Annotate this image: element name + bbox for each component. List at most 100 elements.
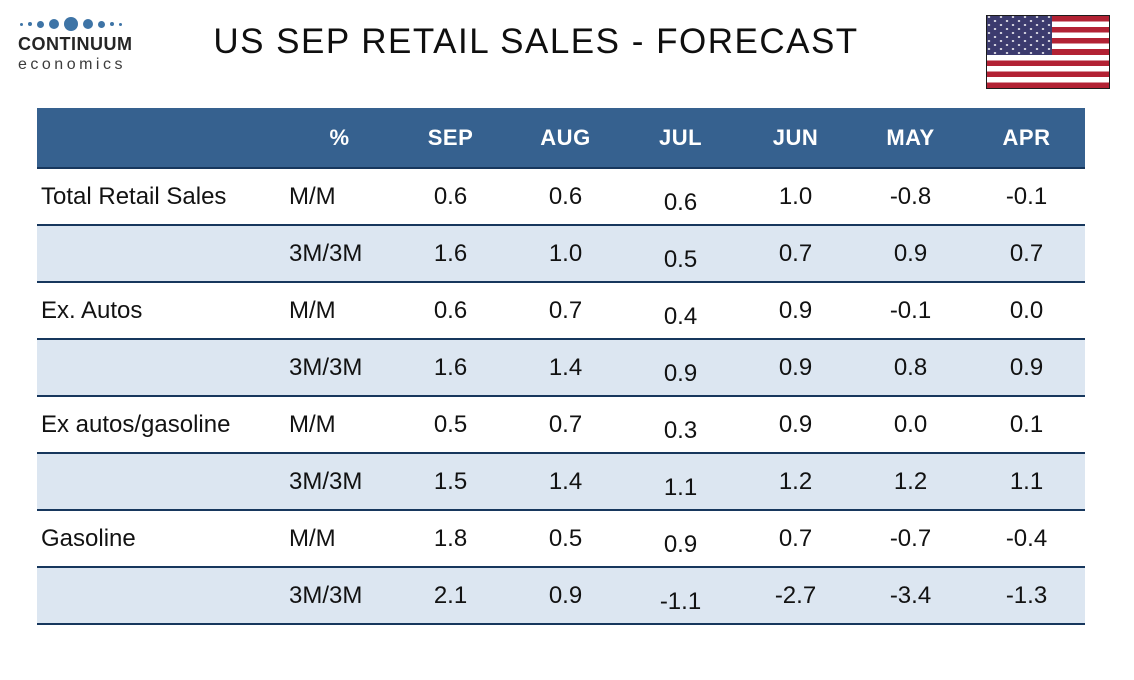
value-text: 0.3 bbox=[663, 416, 698, 444]
column-header-jul: JUL bbox=[623, 108, 738, 169]
value-cell-apr: 0.9 bbox=[968, 339, 1085, 397]
value-text: 0.9 bbox=[548, 581, 583, 609]
value-text: -1.1 bbox=[659, 587, 702, 615]
value-cell-apr: 0.1 bbox=[968, 396, 1085, 454]
value-text: 0.9 bbox=[778, 410, 813, 438]
value-text: 0.7 bbox=[1009, 239, 1044, 267]
value-text: 0.9 bbox=[1009, 353, 1044, 381]
value-cell-may: 0.9 bbox=[853, 225, 968, 283]
page-header: CONTINUUM economics US SEP RETAIL SALES … bbox=[0, 0, 1134, 94]
value-text: 0.6 bbox=[548, 182, 583, 210]
value-cell-jul: 0.3 bbox=[623, 396, 738, 454]
value-cell-may: 1.2 bbox=[853, 453, 968, 511]
value-text: 1.1 bbox=[663, 473, 698, 501]
column-header-may: MAY bbox=[853, 108, 968, 169]
value-text: 1.2 bbox=[893, 467, 928, 495]
value-cell-sep: 1.8 bbox=[393, 510, 508, 568]
value-cell-sep: 2.1 bbox=[393, 567, 508, 625]
column-header-aug: AUG bbox=[508, 108, 623, 169]
retail-sales-table: % SEP AUG JUL JUN MAY APR Total Retail Sales M/… bbox=[37, 108, 1085, 625]
row-measure: M/M bbox=[287, 396, 393, 454]
row-measure: M/M bbox=[287, 282, 393, 340]
value-cell-jul: 0.4 bbox=[623, 282, 738, 340]
us-flag-canton bbox=[987, 16, 1052, 55]
value-text: 1.0 bbox=[548, 239, 583, 267]
value-cell-apr: -0.4 bbox=[968, 510, 1085, 568]
value-cell-jul: 1.1 bbox=[623, 453, 738, 511]
value-cell-aug: 0.5 bbox=[508, 510, 623, 568]
value-text: -0.1 bbox=[889, 296, 932, 324]
logo-sub-text: economics bbox=[18, 55, 126, 73]
row-label bbox=[37, 225, 287, 283]
column-header-jun: JUN bbox=[738, 108, 853, 169]
value-cell-apr: -0.1 bbox=[968, 168, 1085, 226]
value-text: 0.1 bbox=[1009, 410, 1044, 438]
value-text: 0.9 bbox=[893, 239, 928, 267]
table-body: Total Retail Sales M/M 0.6 0.6 0.6 1.0 -0.8 -0.… bbox=[37, 168, 1085, 625]
table-row: Ex autos/gasoline M/M 0.5 0.7 0.3 0.9 0.0 0.1 bbox=[37, 396, 1085, 454]
value-text: -3.4 bbox=[889, 581, 932, 609]
row-label: Gasoline bbox=[37, 510, 287, 568]
logo-dot bbox=[37, 20, 44, 28]
logo-dot bbox=[20, 22, 23, 26]
value-cell-jul: 0.5 bbox=[623, 225, 738, 283]
row-measure: 3M/3M bbox=[287, 225, 393, 283]
value-cell-aug: 0.6 bbox=[508, 168, 623, 226]
value-text: 0.4 bbox=[663, 302, 698, 330]
logo-dot bbox=[28, 22, 32, 26]
value-cell-may: -0.7 bbox=[853, 510, 968, 568]
value-text: 1.8 bbox=[433, 524, 468, 552]
value-cell-jun: 0.9 bbox=[738, 282, 853, 340]
row-measure: M/M bbox=[287, 510, 393, 568]
value-text: 1.2 bbox=[778, 467, 813, 495]
value-cell-jun: 0.7 bbox=[738, 225, 853, 283]
column-header-blank bbox=[37, 108, 287, 169]
table-row: 3M/3M 2.1 0.9 -1.1 -2.7 -3.4 -1.3 bbox=[37, 567, 1085, 625]
column-header-sep: SEP bbox=[393, 108, 508, 169]
value-text: 0.5 bbox=[663, 245, 698, 273]
value-cell-jul: -1.1 bbox=[623, 567, 738, 625]
row-label: Ex. Autos bbox=[37, 282, 287, 340]
value-cell-aug: 0.7 bbox=[508, 396, 623, 454]
continuum-economics-logo: CONTINUUM economics bbox=[18, 14, 196, 75]
value-text: 1.0 bbox=[778, 182, 813, 210]
value-text: 0.6 bbox=[433, 296, 468, 324]
value-cell-sep: 0.6 bbox=[393, 168, 508, 226]
row-measure: 3M/3M bbox=[287, 453, 393, 511]
table-row: Gasoline M/M 1.8 0.5 0.9 0.7 -0.7 -0.4 bbox=[37, 510, 1085, 568]
value-text: 2.1 bbox=[433, 581, 468, 609]
table-row: 3M/3M 1.6 1.4 0.9 0.9 0.8 0.9 bbox=[37, 339, 1085, 397]
value-cell-apr: 1.1 bbox=[968, 453, 1085, 511]
value-cell-aug: 1.4 bbox=[508, 339, 623, 397]
value-cell-aug: 1.0 bbox=[508, 225, 623, 283]
row-label: Total Retail Sales bbox=[37, 168, 287, 226]
value-text: 0.9 bbox=[778, 296, 813, 324]
row-measure: 3M/3M bbox=[287, 567, 393, 625]
value-cell-may: -3.4 bbox=[853, 567, 968, 625]
value-text: 0.9 bbox=[663, 359, 698, 387]
value-text: 0.7 bbox=[778, 239, 813, 267]
value-cell-aug: 0.7 bbox=[508, 282, 623, 340]
value-text: 1.4 bbox=[548, 467, 583, 495]
row-label bbox=[37, 567, 287, 625]
logo-dot bbox=[49, 19, 59, 29]
logo-dot bbox=[98, 20, 105, 28]
value-text: -0.1 bbox=[1005, 182, 1048, 210]
logo-dot bbox=[110, 22, 114, 26]
value-cell-aug: 1.4 bbox=[508, 453, 623, 511]
column-header-pct: % bbox=[287, 108, 393, 169]
value-cell-jun: 1.0 bbox=[738, 168, 853, 226]
value-text: -2.7 bbox=[774, 581, 817, 609]
value-cell-sep: 1.6 bbox=[393, 225, 508, 283]
table-row: 3M/3M 1.6 1.0 0.5 0.7 0.9 0.7 bbox=[37, 225, 1085, 283]
value-text: 0.8 bbox=[893, 353, 928, 381]
value-text: 0.0 bbox=[1009, 296, 1044, 324]
value-text: -0.4 bbox=[1005, 524, 1048, 552]
value-cell-jul: 0.9 bbox=[623, 339, 738, 397]
value-cell-apr: -1.3 bbox=[968, 567, 1085, 625]
value-cell-apr: 0.0 bbox=[968, 282, 1085, 340]
logo-dot bbox=[83, 19, 93, 29]
value-text: 0.5 bbox=[548, 524, 583, 552]
value-cell-jul: 0.6 bbox=[623, 168, 738, 226]
value-text: -1.3 bbox=[1005, 581, 1048, 609]
